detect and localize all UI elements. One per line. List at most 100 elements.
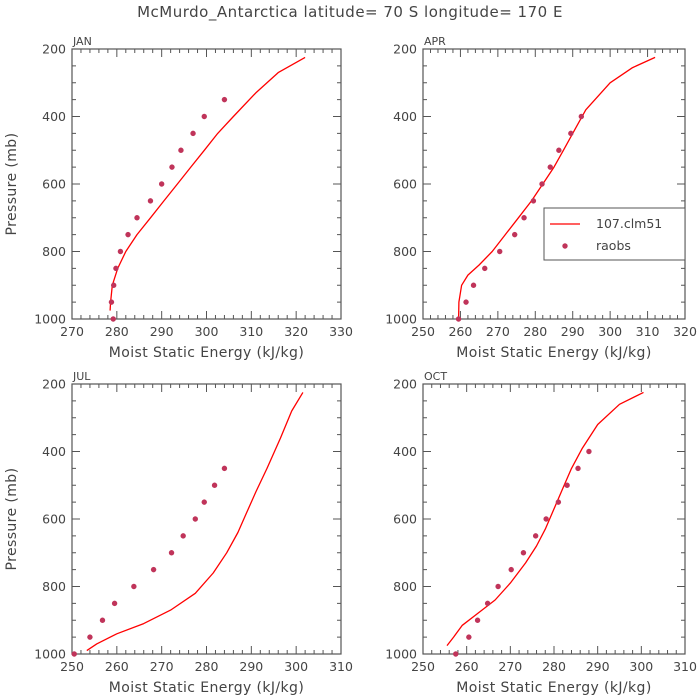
raobs-point (131, 583, 137, 590)
y-axis-label: Pressure (mb) (4, 468, 20, 571)
raobs-point (117, 248, 124, 255)
x-tick-label: 280 (523, 324, 547, 339)
x-tick-label: 290 (150, 324, 174, 339)
raobs-point (169, 164, 175, 170)
y-tick-label: 400 (393, 444, 417, 459)
x-tick-label: 300 (598, 324, 622, 339)
x-tick-label: 290 (586, 659, 610, 674)
raobs-point (539, 181, 545, 187)
panel-oct: OCT 250 260 270 280 290 300 310 200 400 600 800 1000… (385, 370, 697, 696)
raobs-point (211, 482, 218, 488)
legend-point-swatch (562, 243, 568, 249)
plot-frame (71, 383, 342, 655)
raobs-point (87, 634, 93, 640)
y-tick-label: 800 (393, 579, 417, 594)
x-tick-label: 290 (239, 659, 263, 674)
x-tick-label: 310 (239, 324, 263, 339)
x-tick-label: 260 (105, 659, 129, 674)
y-tick-label: 1000 (385, 647, 417, 662)
panel-label: APR (424, 35, 446, 48)
y-tick-label: 1000 (34, 312, 66, 327)
x-tick-label: 290 (561, 324, 585, 339)
figure-title: McMurdo_Antarctica latitude= 70 S longit… (137, 3, 563, 21)
raobs-point (71, 651, 77, 657)
raobs-point (532, 533, 539, 539)
raobs-point (147, 198, 154, 204)
plot-frame (422, 383, 686, 655)
x-tick-label: 250 (411, 659, 435, 674)
x-tick-label: 280 (195, 659, 219, 674)
x-tick-label: 320 (284, 324, 308, 339)
x-tick-label: 300 (629, 659, 653, 674)
raobs-point (512, 231, 518, 238)
plot-frame (422, 48, 686, 320)
raobs-point (543, 516, 549, 522)
raobs-point (564, 482, 570, 488)
x-tick-label: 270 (150, 659, 174, 674)
raobs-point (521, 215, 527, 221)
panel-label: JAN (72, 35, 92, 48)
y-tick-label: 600 (393, 177, 417, 192)
raobs-point (555, 499, 562, 505)
raobs-point (547, 164, 553, 170)
raobs-point (190, 130, 196, 137)
y-tick-label: 1000 (385, 312, 417, 327)
model-line-oct (446, 391, 644, 646)
raobs-point (508, 566, 514, 573)
y-tick-label: 600 (393, 512, 417, 527)
raobs-point (178, 147, 184, 153)
y-tick-label: 200 (42, 377, 66, 392)
x-tick-label: 330 (329, 324, 353, 339)
raobs-point (463, 299, 469, 305)
y-tick-label: 200 (42, 42, 66, 57)
x-tick-label: 310 (329, 659, 353, 674)
x-tick-label: 300 (284, 659, 308, 674)
raobs-point (221, 96, 228, 103)
x-tick-label: 250 (411, 324, 435, 339)
x-tick-label: 260 (448, 324, 472, 339)
raobs-point (110, 282, 117, 288)
y-tick-label: 200 (393, 377, 417, 392)
raobs-point (470, 282, 477, 288)
raobs-point (168, 550, 175, 556)
raobs-point (125, 231, 131, 238)
raobs-point (482, 265, 488, 272)
x-axis-label: Moist Static Energy (kJ/kg) (456, 345, 651, 361)
raobs-point (455, 316, 462, 322)
legend-model-label: 107.clm51 (596, 216, 662, 231)
raobs-point (99, 617, 106, 623)
raobs-point (474, 617, 481, 623)
y-tick-label: 800 (42, 579, 66, 594)
legend-obs-label: raobs (596, 238, 631, 253)
y-tick-label: 600 (42, 177, 66, 192)
y-tick-label: 200 (393, 42, 417, 57)
raobs-point (575, 465, 581, 472)
x-axis-label: Moist Static Energy (kJ/kg) (109, 680, 304, 696)
raobs-point (556, 147, 562, 153)
raobs-point (453, 651, 459, 657)
x-tick-label: 310 (636, 324, 660, 339)
raobs-point (108, 299, 115, 305)
x-axis-label: Moist Static Energy (kJ/kg) (109, 345, 304, 361)
x-tick-label: 270 (60, 324, 84, 339)
y-axis-label: Pressure (mb) (4, 133, 20, 236)
x-tick-label: 250 (60, 659, 84, 674)
raobs-point (134, 215, 140, 221)
raobs-point (201, 113, 207, 120)
raobs-point (484, 600, 491, 607)
legend: 107.clm51 raobs (543, 207, 686, 261)
model-line-jan (109, 56, 306, 311)
raobs-point (568, 130, 574, 137)
raobs-point (180, 533, 186, 539)
raobs-point (221, 465, 228, 472)
x-axis-label: Moist Static Energy (kJ/kg) (456, 680, 651, 696)
panel-apr: APR 250 260 270 280 290 300 310 320 200 400 600 800 1… (385, 35, 697, 361)
panel-label: OCT (424, 370, 447, 383)
raobs-point (150, 566, 157, 573)
y-tick-label: 800 (42, 244, 66, 259)
y-tick-label: 400 (393, 109, 417, 124)
model-line-jul (86, 392, 304, 652)
raobs-point (201, 499, 207, 505)
raobs-point (497, 248, 503, 255)
